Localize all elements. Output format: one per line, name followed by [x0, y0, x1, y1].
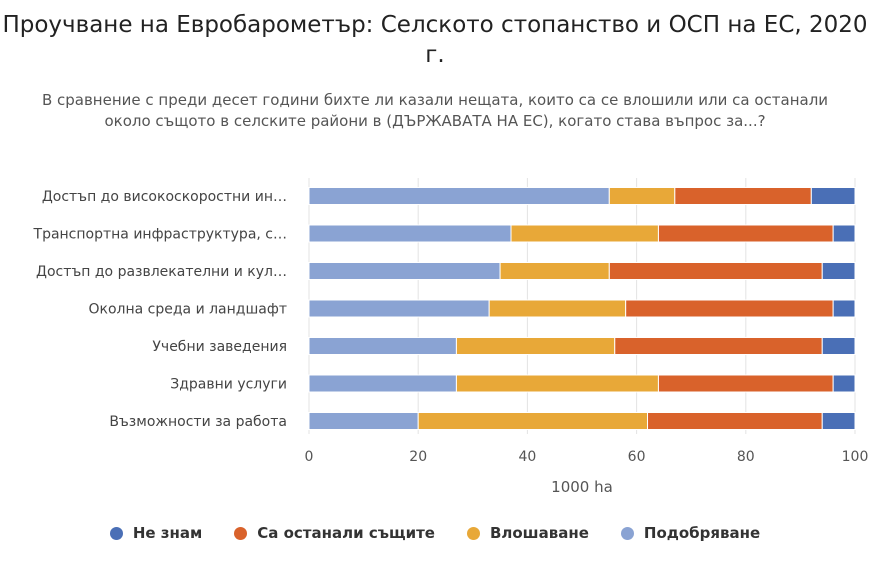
bar-segment[interactable]	[308, 374, 457, 393]
legend-marker	[620, 526, 634, 540]
category-label: Възможности за работа	[109, 414, 287, 430]
bar-segment[interactable]	[308, 224, 512, 243]
bar-segment[interactable]	[810, 187, 856, 205]
bar-segment[interactable]	[832, 299, 856, 318]
bar-segment[interactable]	[308, 187, 610, 205]
bar-segment[interactable]	[832, 374, 856, 393]
bar-segment[interactable]	[510, 224, 659, 243]
legend-marker	[234, 526, 248, 540]
bar-segment[interactable]	[308, 337, 457, 355]
bar-segment[interactable]	[455, 337, 616, 355]
legend-label: Са останали същите	[257, 524, 435, 542]
legend-label: Подобряване	[643, 524, 761, 542]
bar-segment[interactable]	[308, 299, 490, 318]
bar-segment[interactable]	[488, 299, 627, 318]
bar-segment[interactable]	[455, 374, 659, 393]
legend: Не знам Са останали същите Влошаване Подобр…	[0, 524, 870, 542]
category-label: Достъп до развлекателни и кул…	[36, 264, 287, 280]
bar-segment[interactable]	[308, 262, 501, 280]
bars	[308, 187, 856, 430]
x-tick-label: 100	[842, 449, 869, 465]
bar-segment[interactable]	[674, 187, 812, 205]
chart-title: Проучване на Евробарометър: Селското сто…	[2, 12, 868, 68]
legend-marker	[466, 526, 480, 540]
bar-segment[interactable]	[608, 187, 676, 205]
category-labels: Достъп до високоскоростни ин… Транспортна…	[33, 189, 287, 430]
x-tick-label: 60	[628, 449, 646, 465]
bar-segment[interactable]	[657, 374, 834, 393]
x-tick-label: 20	[409, 449, 427, 465]
bar-segment[interactable]	[821, 412, 856, 430]
category-label: Учебни заведения	[152, 339, 287, 355]
legend-item[interactable]: Подобряване	[620, 524, 761, 542]
bar-segment[interactable]	[647, 412, 823, 430]
legend-item[interactable]: Са останали същите	[234, 524, 435, 542]
x-tick-label: 0	[305, 449, 314, 465]
bar-segment[interactable]	[832, 224, 856, 243]
legend-marker	[109, 526, 123, 540]
bar-segment[interactable]	[657, 224, 834, 243]
category-label: Околна среда и ландшафт	[88, 302, 287, 318]
bar-segment[interactable]	[614, 337, 823, 355]
bar-segment[interactable]	[608, 262, 823, 280]
bar-segment[interactable]	[821, 262, 856, 280]
legend-label: Влошаване	[489, 524, 589, 542]
bar-segment[interactable]	[821, 337, 856, 355]
x-axis-label: 1000 ha	[551, 478, 613, 496]
bar-segment[interactable]	[499, 262, 610, 280]
chart-subtitle: В сравнение с преди десет години бихте л…	[41, 91, 829, 130]
bar-segment[interactable]	[417, 412, 649, 430]
bar-segment[interactable]	[625, 299, 834, 318]
category-label: Достъп до високоскоростни ин…	[42, 189, 287, 205]
legend-item[interactable]: Влошаване	[466, 524, 589, 542]
x-tick-label: 80	[737, 449, 755, 465]
legend-label: Не знам	[132, 524, 203, 542]
category-label: Транспортна инфраструктура, с…	[33, 227, 287, 243]
legend-item[interactable]: Не знам	[109, 524, 203, 542]
x-tick-label: 40	[518, 449, 536, 465]
category-label: Здравни услуги	[170, 377, 287, 393]
bar-segment[interactable]	[308, 412, 419, 430]
x-tick-labels: 0 20 40 60 80 100	[305, 449, 869, 465]
